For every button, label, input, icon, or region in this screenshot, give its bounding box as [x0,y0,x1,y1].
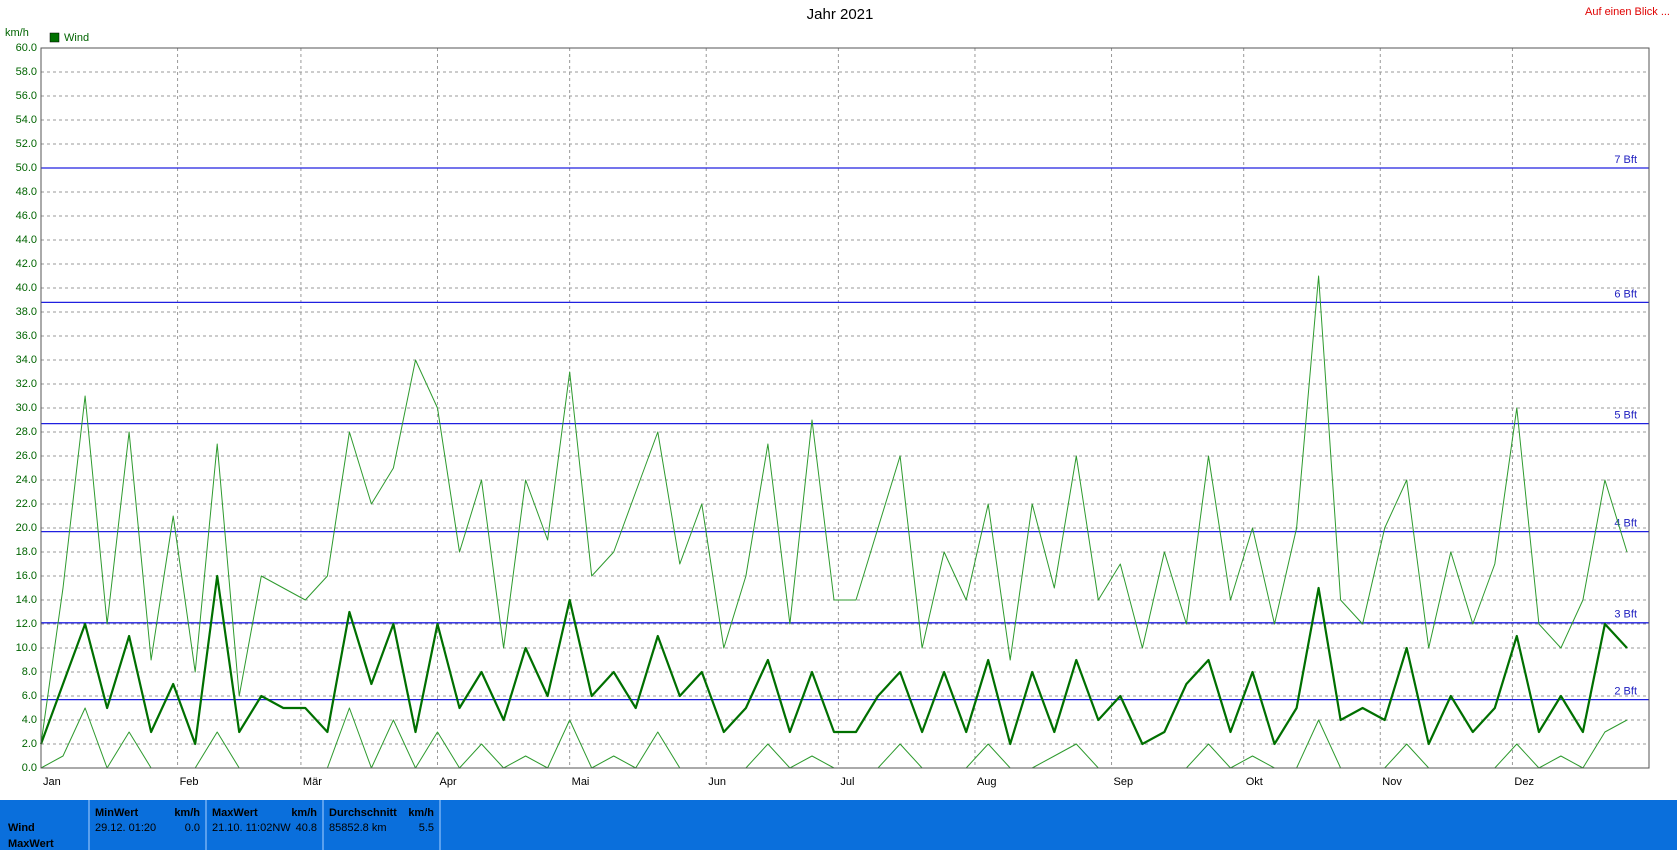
x-tick-label: Dez [1514,776,1534,788]
column-header: MinWert [95,807,139,819]
y-tick-label: 38.0 [16,306,37,318]
y-tick-label: 30.0 [16,402,37,414]
series-line [39,574,1628,746]
chart: Jahr 2021 Auf einen Blick ... km/h 0.0 2.… [5,6,1670,788]
y-tick-label: 48.0 [16,186,37,198]
y-tick-label: 46.0 [16,210,37,222]
cell: 29.12. 01:20 [95,822,157,834]
y-tick-label: 52.0 [16,138,37,150]
y-tick-label: 14.0 [16,594,37,606]
y-tick-label: 12.0 [16,618,37,630]
y-tick-label: 16.0 [16,570,37,582]
y-tick-label: 4.0 [22,714,37,726]
y-tick-label: 58.0 [16,66,37,78]
x-tick-label: Apr [439,776,456,788]
stats-column: MinWert km/h 29.12. 01:20 0.0 [88,800,207,850]
y-tick-label: 42.0 [16,258,37,270]
column-unit: km/h [408,807,434,819]
x-tick-label: Mär [303,776,322,788]
y-tick-label: 44.0 [16,234,37,246]
x-tick-label: Jan [43,776,61,788]
beaufort-label: 5 Bft [1614,410,1637,422]
series-line [40,275,1628,745]
beaufort-label: 4 Bft [1614,518,1637,530]
y-tick-label: 24.0 [16,474,37,486]
cell: 85852.8 km [329,822,387,834]
plot-border [40,47,1650,769]
stats-table: Wind MaxWert MinWert km/h 29.12. 01:20 0.0 Max… [0,800,1677,850]
y-tick-label: 34.0 [16,354,37,366]
y-tick-label: 50.0 [16,162,37,174]
y-tick-label: 36.0 [16,330,37,342]
y-tick-label: 6.0 [22,690,37,702]
column-header: Durchschnitt [329,807,397,819]
x-tick-label: Feb [180,776,199,788]
beaufort-label: 2 Bft [1614,686,1637,698]
row-label: MaxWert [8,838,54,850]
stats-column: MaxWert km/h 21.10. 11:02NW 40.8 [205,800,324,850]
overview-link[interactable]: Auf einen Blick ... [1585,6,1670,18]
x-tick-label: Aug [977,776,997,788]
cell: 21.10. 11:02NW [212,822,291,834]
x-tick-label: Nov [1382,776,1402,788]
x-tick-label: Okt [1246,776,1263,788]
stats-column: Durchschnitt km/h 85852.8 km 5.5 [322,800,441,850]
cell: 40.8 [295,822,317,834]
y-tick-label: 22.0 [16,498,37,510]
y-tick-label: 56.0 [16,90,37,102]
y-tick-label: 18.0 [16,546,37,558]
cell: 0.0 [184,822,200,834]
beaufort-label: 7 Bft [1614,154,1637,166]
x-tick-label: Jun [708,776,726,788]
x-tick-label: Mai [572,776,590,788]
chart-title: Jahr 2021 [807,6,874,23]
row-label: Wind [8,822,35,834]
beaufort-label: 3 Bft [1614,609,1637,621]
y-tick-label: 60.0 [16,42,37,54]
column-unit: km/h [291,807,317,819]
y-tick-label: 10.0 [16,642,37,654]
y-tick-label: 32.0 [16,378,37,390]
legend-label: Wind [64,32,89,44]
y-unit: km/h [5,27,29,39]
beaufort-label: 6 Bft [1614,288,1637,300]
x-tick-label: Sep [1114,776,1134,788]
legend-swatch [49,32,60,43]
y-tick-label: 26.0 [16,450,37,462]
column-header: MaxWert [212,807,258,819]
y-tick-label: 28.0 [16,426,37,438]
x-tick-label: Jul [840,776,854,788]
y-tick-label: 2.0 [22,738,37,750]
y-tick-label: 20.0 [16,522,37,534]
y-tick-label: 40.0 [16,282,37,294]
cell: 5.5 [418,822,434,834]
y-tick-label: 0.0 [22,762,37,774]
y-tick-label: 8.0 [22,666,37,678]
y-tick-label: 54.0 [16,114,37,126]
column-unit: km/h [174,807,200,819]
